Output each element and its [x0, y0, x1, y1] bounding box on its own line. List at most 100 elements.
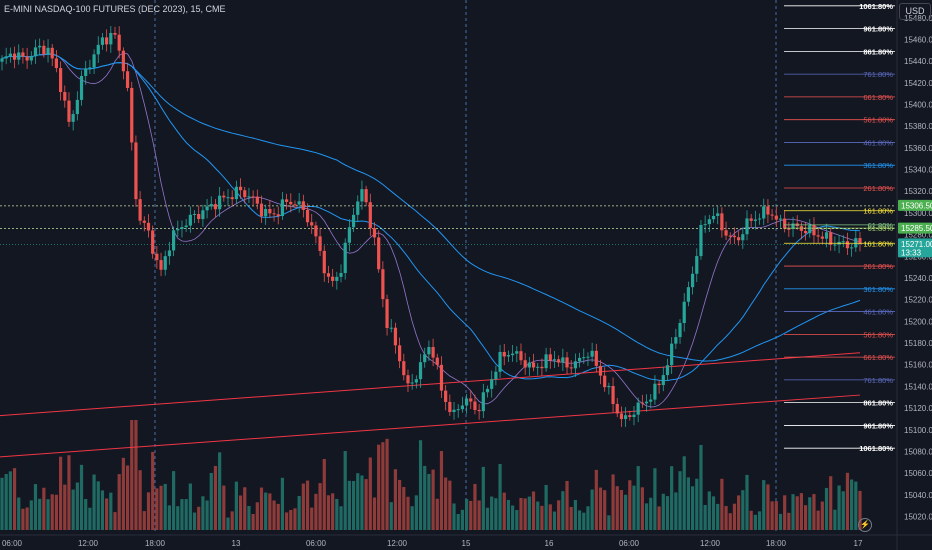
ma-long-line — [0, 352, 861, 417]
volume-bar — [607, 515, 611, 530]
y-tick-label: 15340.00 — [904, 166, 932, 175]
candle-body — [653, 383, 657, 400]
fib-level-label: 461.80% — [863, 138, 893, 147]
candle-body — [749, 218, 753, 221]
fib-level-label: 761.80% — [863, 70, 893, 79]
candle-body — [464, 398, 469, 406]
volume-bar — [184, 499, 188, 530]
fib-level-label: 961.80% — [863, 25, 893, 34]
y-tick-label: 15060.00 — [904, 469, 932, 478]
volume-bar — [79, 464, 84, 530]
volume-bar — [21, 508, 25, 530]
symbol-title[interactable]: E-MINI NASDAQ-100 FUTURES (DEC 2023), 15… — [4, 4, 226, 14]
x-tick-label: 16 — [545, 539, 554, 548]
volume-bar — [71, 489, 75, 530]
candle-body — [778, 218, 783, 220]
volume-bar — [17, 497, 21, 530]
volume-bar — [661, 493, 665, 530]
volume-bar — [720, 478, 724, 530]
volume-bar — [845, 472, 850, 530]
candle-body — [745, 218, 749, 235]
y-tick-label: 15460.00 — [904, 35, 932, 44]
volume-bar — [774, 501, 778, 530]
candle-body — [356, 201, 360, 215]
candle-body — [670, 343, 674, 366]
candle-body — [38, 45, 42, 48]
candle-body — [728, 235, 732, 237]
candle-body — [523, 360, 527, 368]
volume-bar — [795, 496, 799, 530]
price-label-text: 15285.50 — [901, 224, 932, 233]
candle-body — [134, 142, 138, 200]
volume-bar — [42, 487, 46, 530]
candle-body — [766, 206, 770, 215]
ma-fast-line — [1, 52, 861, 408]
volume-bar — [305, 480, 310, 530]
volume-bar — [172, 471, 176, 530]
volume-bar — [741, 490, 745, 530]
volume-bar — [728, 513, 732, 530]
volume-bar — [385, 438, 389, 530]
volume-bar — [682, 456, 686, 530]
candle-body — [841, 241, 845, 243]
candle-body — [159, 260, 163, 270]
volume-bar — [364, 479, 368, 530]
volume-bar — [820, 501, 824, 530]
candle-body — [146, 222, 151, 231]
candle-body — [297, 201, 301, 205]
volume-bar — [803, 505, 808, 530]
volume-bar — [226, 517, 230, 530]
lightning-icon[interactable]: ⚡ — [858, 518, 872, 532]
candle-body — [322, 250, 326, 274]
candle-body — [213, 204, 218, 210]
candle-body — [791, 223, 795, 230]
candle-body — [113, 32, 117, 35]
x-tick-label: 18:00 — [766, 539, 787, 548]
candle-body — [50, 47, 54, 59]
volume-bar — [268, 493, 272, 530]
volume-bar — [678, 471, 682, 530]
fib-level-label: 161.80% — [863, 239, 893, 248]
candle-body — [117, 34, 121, 51]
candle-body — [833, 244, 837, 246]
volume-bar — [146, 492, 151, 530]
candle-body — [707, 219, 711, 225]
volume-bar — [238, 495, 243, 530]
volume-bar — [289, 509, 293, 530]
volume-bar — [737, 495, 741, 530]
x-tick-label: 12:00 — [700, 539, 721, 548]
currency-button[interactable]: USD — [899, 3, 931, 20]
candle-body — [25, 56, 29, 61]
candle-body — [619, 413, 624, 420]
candle-body — [121, 50, 125, 72]
candle-body — [569, 367, 573, 369]
volume-bar — [812, 494, 816, 530]
volume-bar — [343, 451, 347, 530]
volume-bar — [783, 495, 787, 530]
volume-bar — [180, 499, 184, 530]
volume-bar — [393, 469, 398, 530]
candle-body — [197, 214, 201, 220]
volume-bar — [531, 491, 536, 530]
volume-bar — [456, 513, 460, 530]
volume-bar — [151, 451, 155, 530]
candle-body — [816, 235, 820, 237]
ma-slow-line — [1, 53, 861, 362]
candle-body — [301, 201, 305, 210]
volume-bar — [398, 479, 402, 530]
candle-body — [460, 405, 464, 410]
candle-body — [686, 287, 690, 302]
volume-bar — [297, 495, 301, 530]
volume-bar — [674, 492, 678, 530]
candle-body — [774, 215, 778, 220]
volume-bar — [310, 507, 314, 530]
volume-bar — [816, 510, 820, 530]
candle-body — [372, 228, 377, 238]
x-tick-label: 15 — [462, 539, 471, 548]
volume-bar — [690, 486, 695, 530]
volume-bar — [339, 506, 343, 530]
candle-body — [498, 351, 502, 372]
price-label-box — [898, 238, 932, 258]
